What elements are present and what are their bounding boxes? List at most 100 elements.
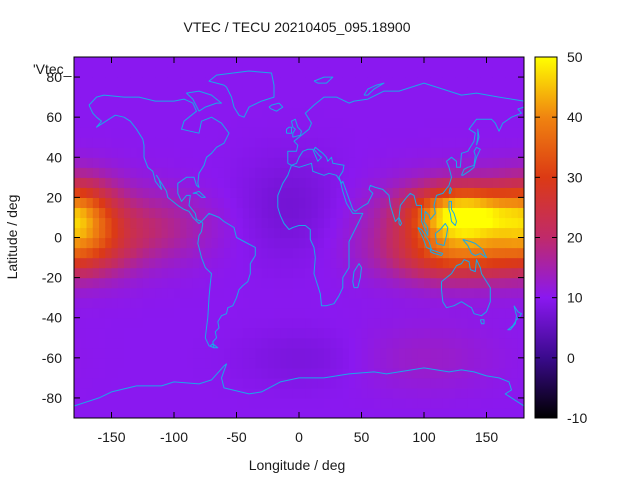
heatmap-cell xyxy=(449,357,456,369)
heatmap-cell xyxy=(411,377,419,389)
heatmap-cell xyxy=(449,137,456,148)
heatmap-cell xyxy=(205,337,213,349)
heatmap-cell xyxy=(455,127,463,138)
heatmap-cell xyxy=(436,377,444,389)
heatmap-cell xyxy=(236,87,244,98)
heatmap-cell xyxy=(386,287,394,299)
heatmap-cell xyxy=(92,97,100,108)
heatmap-cell xyxy=(111,87,119,98)
heatmap-cell xyxy=(142,247,150,259)
heatmap-cell xyxy=(211,197,219,209)
heatmap-cell xyxy=(286,77,294,88)
heatmap-cell xyxy=(105,187,113,198)
heatmap-cell xyxy=(230,307,238,319)
heatmap-cell xyxy=(224,367,231,379)
heatmap-cell xyxy=(311,107,319,118)
heatmap-cell xyxy=(280,277,288,289)
heatmap-cell xyxy=(505,267,513,279)
heatmap-cell xyxy=(124,397,131,409)
heatmap-cell xyxy=(267,207,275,219)
heatmap-cell xyxy=(74,367,81,379)
heatmap-cell xyxy=(136,337,144,349)
heatmap-cell xyxy=(499,67,506,78)
heatmap-cell xyxy=(330,127,338,138)
heatmap-cell xyxy=(411,277,419,289)
heatmap-cell xyxy=(205,157,213,168)
heatmap-cell xyxy=(417,127,425,138)
heatmap-cell xyxy=(155,357,163,369)
heatmap-cell xyxy=(474,187,481,198)
heatmap-cell xyxy=(230,357,238,369)
heatmap-cell xyxy=(211,317,219,329)
heatmap-cell xyxy=(367,367,375,379)
heatmap-cell xyxy=(192,287,200,299)
heatmap-cell xyxy=(505,347,513,359)
heatmap-cell xyxy=(442,107,450,118)
heatmap-cell xyxy=(174,367,181,379)
heatmap-cell xyxy=(267,57,275,68)
heatmap-cell xyxy=(199,297,206,309)
heatmap-cell xyxy=(292,137,300,148)
heatmap-cell xyxy=(261,227,269,239)
heatmap-cell xyxy=(461,287,469,299)
heatmap-cell xyxy=(117,317,125,329)
heatmap-cell xyxy=(180,67,188,78)
heatmap-cell xyxy=(174,247,181,259)
heatmap-cell xyxy=(311,407,319,418)
heatmap-cell xyxy=(149,77,156,88)
heatmap-cell xyxy=(317,197,325,209)
heatmap-cell xyxy=(417,237,425,249)
heatmap-cell xyxy=(180,337,188,349)
heatmap-cell xyxy=(355,317,363,329)
heatmap-cell xyxy=(349,147,356,158)
heatmap-cell xyxy=(499,267,506,279)
heatmap-cell xyxy=(174,387,181,399)
heatmap-cell xyxy=(517,207,524,219)
heatmap-cell xyxy=(324,197,331,209)
heatmap-cell xyxy=(280,387,288,399)
heatmap-cell xyxy=(192,57,200,68)
heatmap-cell xyxy=(330,87,338,98)
heatmap-cell xyxy=(161,227,169,239)
heatmap-cell xyxy=(99,347,106,359)
heatmap-cell xyxy=(355,167,363,178)
heatmap-cell xyxy=(105,357,113,369)
heatmap-cell xyxy=(130,327,138,339)
heatmap-cell xyxy=(255,127,263,138)
heatmap-cell xyxy=(80,267,88,279)
heatmap-cell xyxy=(461,377,469,389)
heatmap-cell xyxy=(86,227,94,239)
heatmap-cell xyxy=(505,327,513,339)
heatmap-cell xyxy=(111,237,119,249)
heatmap-cell xyxy=(442,137,450,148)
heatmap-cell xyxy=(136,367,144,379)
heatmap-cell xyxy=(511,237,519,249)
heatmap-cell xyxy=(180,377,188,389)
heatmap-cell xyxy=(305,187,313,198)
heatmap-cell xyxy=(299,87,306,98)
heatmap-cell xyxy=(424,127,431,138)
heatmap-cell xyxy=(305,157,313,168)
heatmap-cell xyxy=(511,307,519,319)
heatmap-cell xyxy=(155,167,163,178)
heatmap-cell xyxy=(299,387,306,399)
heatmap-cell xyxy=(399,307,406,319)
heatmap-cell xyxy=(499,127,506,138)
heatmap-cell xyxy=(99,107,106,118)
heatmap-cell xyxy=(349,117,356,128)
heatmap-cell xyxy=(199,237,206,249)
heatmap-cell xyxy=(399,267,406,279)
heatmap-cell xyxy=(499,177,506,188)
heatmap-cell xyxy=(124,237,131,249)
heatmap-cell xyxy=(155,347,163,359)
heatmap-cell xyxy=(80,67,88,78)
heatmap-cell xyxy=(242,197,250,209)
heatmap-cell xyxy=(167,257,175,269)
heatmap-cell xyxy=(274,67,281,78)
heatmap-cell xyxy=(299,137,306,148)
heatmap-cell xyxy=(399,207,406,219)
heatmap-cell xyxy=(274,317,281,329)
heatmap-cell xyxy=(80,197,88,209)
heatmap-cell xyxy=(124,57,131,68)
heatmap-cell xyxy=(261,367,269,379)
